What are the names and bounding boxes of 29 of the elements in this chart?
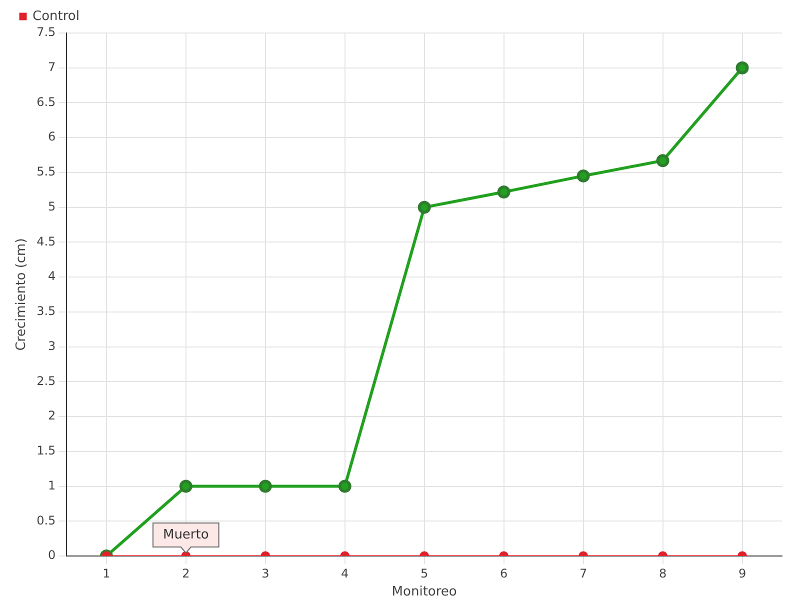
y-tick-label: 4.5 [36,234,56,248]
y-tick-label: 0.5 [36,513,56,528]
y-tick-label: 6.5 [36,94,56,109]
x-tick-label: 2 [182,566,190,580]
x-tick-label: 3 [262,566,270,580]
y-tick-label: 2.5 [36,374,56,388]
x-tick-label: 5 [420,566,428,580]
y-tick-label: 5.5 [36,164,56,179]
y-tick-label: 7 [48,60,56,74]
y-axis-title: Crecimiento (cm) [14,238,30,351]
x-tick-label: 1 [102,566,110,580]
y-tick-label: 5 [48,199,56,214]
x-tick-label: 4 [341,566,349,580]
y-tick-label: 3.5 [36,304,56,318]
legend-label: Control [32,8,80,24]
annotation: Muerto [162,527,209,542]
x-tick-label: 7 [579,566,588,580]
y-tick-label: 0 [48,548,56,562]
y-tick-label: 6 [48,130,56,144]
x-tick-label: 6 [500,566,508,580]
y-tick-label: 2 [48,408,56,423]
y-tick-label: 1.5 [36,444,56,458]
y-tick-label: 3 [48,338,56,353]
x-tick-label: 8 [658,566,667,580]
x-tick-label: 9 [738,566,746,580]
y-tick-label: 4 [48,269,56,284]
x-axis-title: Monitoreo [392,584,457,600]
y-tick-label: 7.5 [36,25,56,40]
y-tick-label: 1 [48,478,56,492]
